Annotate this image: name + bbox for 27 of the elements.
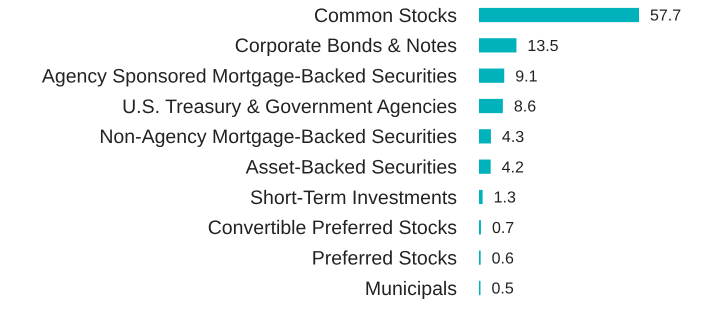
bar bbox=[479, 190, 483, 204]
data-label: 0.7 bbox=[492, 220, 514, 237]
y-tick-label: Preferred Stocks bbox=[312, 247, 458, 270]
y-tick-label: Corporate Bonds & Notes bbox=[234, 35, 458, 58]
data-label: 4.2 bbox=[502, 159, 524, 176]
y-tick-label: Common Stocks bbox=[314, 4, 458, 27]
data-label: 13.5 bbox=[527, 38, 559, 55]
bar bbox=[479, 8, 639, 22]
data-label: 57.7 bbox=[650, 8, 682, 25]
y-tick-label: U.S. Treasury & Government Agencies bbox=[122, 96, 458, 118]
bar bbox=[479, 98, 503, 114]
y-tick-label: Asset-Backed Securities bbox=[246, 156, 458, 178]
data-label: 0.5 bbox=[492, 280, 514, 298]
y-tick-label: Convertible Preferred Stocks bbox=[208, 217, 458, 240]
data-label: 9.1 bbox=[515, 68, 538, 86]
bar bbox=[479, 38, 516, 52]
data-label: 4.3 bbox=[502, 128, 524, 146]
y-tick-label: Municipals bbox=[364, 278, 458, 300]
data-label: 8.6 bbox=[514, 98, 536, 116]
data-label: 1.3 bbox=[494, 190, 516, 207]
bar bbox=[479, 68, 504, 83]
data-label: 0.6 bbox=[492, 250, 514, 268]
bar bbox=[479, 129, 491, 144]
y-tick-label: Non-Agency Mortgage-Backed Securities bbox=[99, 126, 458, 148]
y-tick-label: Agency Sponsored Mortgage-Backed Securities bbox=[42, 66, 458, 88]
bar bbox=[479, 160, 491, 174]
y-tick-label: Short-Term Investments bbox=[250, 186, 458, 209]
